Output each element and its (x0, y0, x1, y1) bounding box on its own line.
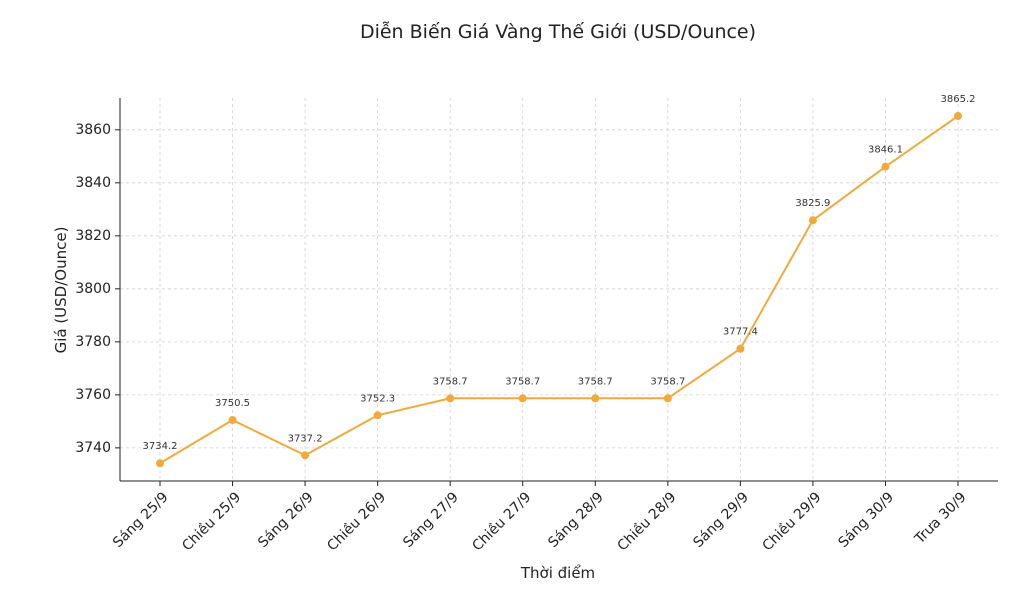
y-tick-label: 3820 (75, 228, 111, 244)
y-tick-label: 3760 (75, 387, 111, 403)
data-label: 3846.1 (868, 145, 903, 156)
y-tick-label: 3860 (75, 122, 111, 138)
point (663, 394, 672, 403)
data-label: 3758.7 (505, 376, 540, 387)
y-axis-label: Giá (USD/Ounce) (52, 227, 70, 354)
x-tick-label: Sáng 26/9 (255, 489, 317, 551)
point (808, 216, 817, 225)
x-tick-label: Chiều 27/9 (469, 489, 535, 555)
data-label: 3777.4 (723, 327, 758, 338)
x-tick-label: Chiều 28/9 (614, 489, 680, 555)
x-tick-label: Chiều 25/9 (178, 489, 244, 555)
x-tick-label: Chiều 29/9 (759, 489, 825, 555)
point (591, 394, 600, 403)
x-axis-label: Thời điểm (520, 564, 595, 582)
x-tick-label: Chiều 26/9 (324, 489, 390, 555)
point (228, 416, 237, 425)
data-label: 3865.2 (941, 94, 976, 105)
y-tick-label: 3740 (75, 440, 111, 456)
y-tick-label: 3840 (75, 175, 111, 191)
point (373, 411, 382, 420)
point (954, 112, 962, 121)
chart-title: Diễn Biến Giá Vàng Thế Giới (USD/Ounce) (360, 20, 756, 43)
x-tick-label: Sáng 27/9 (400, 489, 462, 551)
y-tick-label: 3800 (75, 281, 111, 297)
data-label: 3758.7 (433, 376, 468, 387)
x-tick-label: Sáng 25/9 (110, 489, 172, 551)
point (736, 344, 745, 353)
point (446, 394, 455, 403)
x-tick-label: Sáng 29/9 (690, 489, 752, 551)
point (881, 162, 890, 171)
line (159, 115, 959, 465)
data-label: 3734.2 (143, 441, 178, 452)
data-label: 3752.3 (360, 393, 395, 404)
data-label: 3737.2 (288, 433, 323, 444)
y-tick-label: 3780 (75, 334, 111, 350)
x-tick-label: Trưa 30/9 (911, 489, 969, 547)
point (156, 459, 164, 468)
data-label: 3758.7 (650, 376, 685, 387)
data-label: 3750.5 (215, 398, 250, 409)
point (518, 394, 527, 403)
point (301, 451, 310, 460)
data-label: 3825.9 (795, 198, 830, 209)
data-label: 3758.7 (578, 376, 613, 387)
x-tick-label: Sáng 30/9 (836, 489, 898, 551)
x-tick-label: Sáng 28/9 (545, 489, 607, 551)
